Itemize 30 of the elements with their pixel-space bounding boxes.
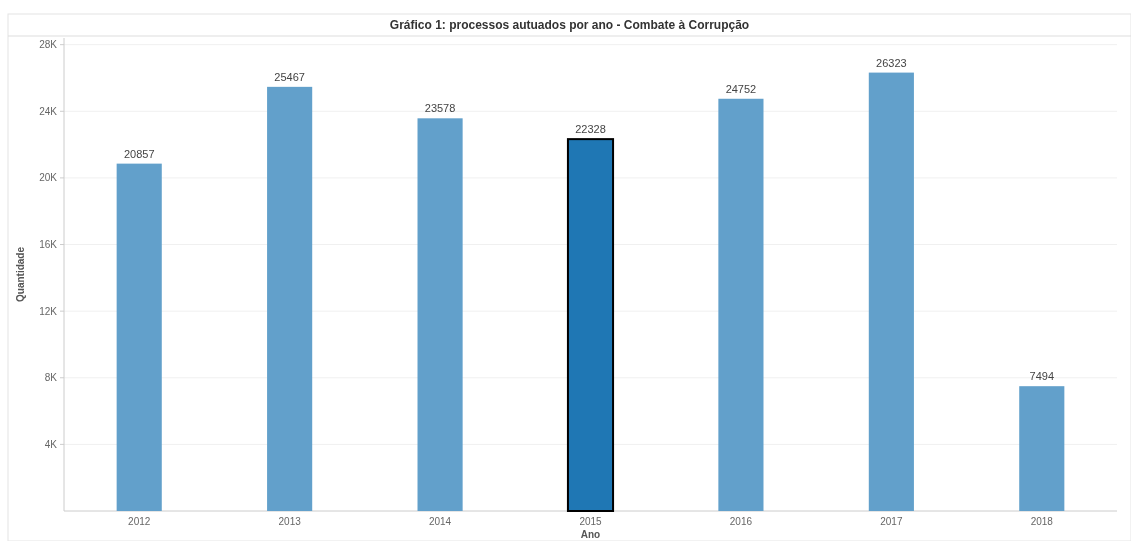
bar	[417, 118, 463, 511]
data-label: 22328	[575, 123, 606, 136]
x-axis-title: Ano	[580, 529, 601, 540]
y-tick-label: 20K	[39, 172, 58, 184]
x-tick-label: 2017	[880, 516, 903, 527]
bar	[267, 86, 313, 511]
x-tick-label: 2016	[729, 516, 753, 527]
data-label: 24752	[725, 82, 757, 95]
y-tick-label: 24K	[39, 105, 58, 117]
x-tick-label: 2013	[278, 516, 302, 527]
bar	[1019, 386, 1065, 511]
x-tick-label: 2014	[428, 516, 452, 527]
x-tick-label: 2015	[579, 516, 603, 527]
chart-title: Gráfico 1: processos autuados por ano - Combate à Corrupção	[389, 18, 750, 32]
data-label: 23578	[424, 102, 456, 115]
data-label: 20857	[123, 147, 155, 160]
data-label: 25467	[274, 70, 305, 83]
y-tick-label: 12K	[39, 305, 58, 317]
y-tick-label: 28K	[39, 39, 58, 51]
bar	[718, 98, 764, 511]
y-tick-label: 16K	[39, 239, 58, 251]
y-tick-label: 8K	[44, 372, 58, 384]
data-label: 26323	[876, 56, 907, 69]
y-axis-title: Quantidade	[15, 246, 26, 303]
bar	[868, 72, 914, 511]
x-tick-label: 2012	[128, 516, 151, 527]
bar	[116, 163, 162, 511]
y-tick-label: 4K	[44, 438, 58, 450]
x-tick-label: 2018	[1030, 516, 1054, 527]
data-label: 7494	[1029, 370, 1055, 383]
